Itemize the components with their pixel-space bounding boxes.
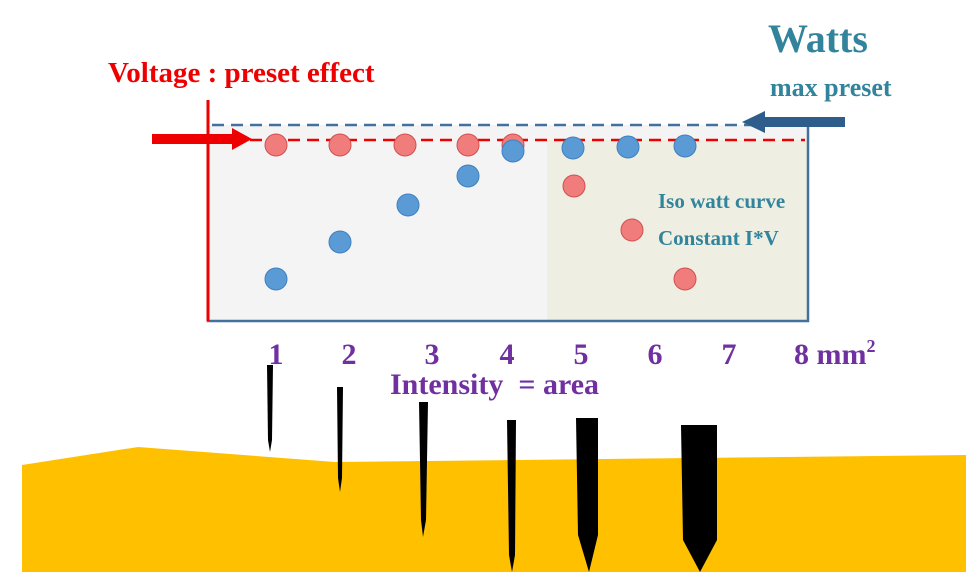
ground	[22, 447, 966, 572]
axis-label: 6	[648, 338, 663, 371]
red-dot	[329, 134, 351, 156]
blue-dot	[397, 194, 419, 216]
axis-label: 8 mm2	[794, 336, 875, 371]
axis-label: 3	[425, 338, 440, 371]
blue-dot	[502, 140, 524, 162]
annotation-line: Constant I*V	[658, 226, 779, 250]
axis-label: 4	[500, 338, 515, 371]
blue-dot	[265, 268, 287, 290]
diagram: Voltage : preset effect Watts max preset…	[0, 0, 966, 572]
red-dot	[563, 175, 585, 197]
axis-title: Intensity = area	[390, 368, 599, 401]
axis-labels: 1 2 3 4 5 6 7	[269, 338, 737, 371]
watts-title: Watts	[768, 16, 868, 61]
blue-dot	[457, 165, 479, 187]
red-dot	[457, 134, 479, 156]
red-arrow	[152, 128, 252, 150]
title: Voltage : preset effect	[108, 57, 375, 89]
page: {"title": "Voltage : preset effect", "wa…	[0, 0, 966, 572]
watts-subtitle: max preset	[770, 73, 892, 102]
annotation-line: Iso watt curve	[658, 189, 785, 213]
axis-label: 2	[342, 338, 357, 371]
axis-label: 5	[574, 338, 589, 371]
needle	[267, 365, 273, 452]
axis-unit-superscript: 2	[866, 336, 875, 356]
blue-dot	[617, 136, 639, 158]
blue-dot	[329, 231, 351, 253]
red-dot	[265, 134, 287, 156]
blue-dot	[674, 135, 696, 157]
blue-dot	[562, 137, 584, 159]
red-dot	[674, 268, 696, 290]
red-dot	[621, 219, 643, 241]
axis-label: 7	[722, 338, 737, 371]
axis-unit: 8 mm	[794, 338, 866, 371]
red-dot	[394, 134, 416, 156]
